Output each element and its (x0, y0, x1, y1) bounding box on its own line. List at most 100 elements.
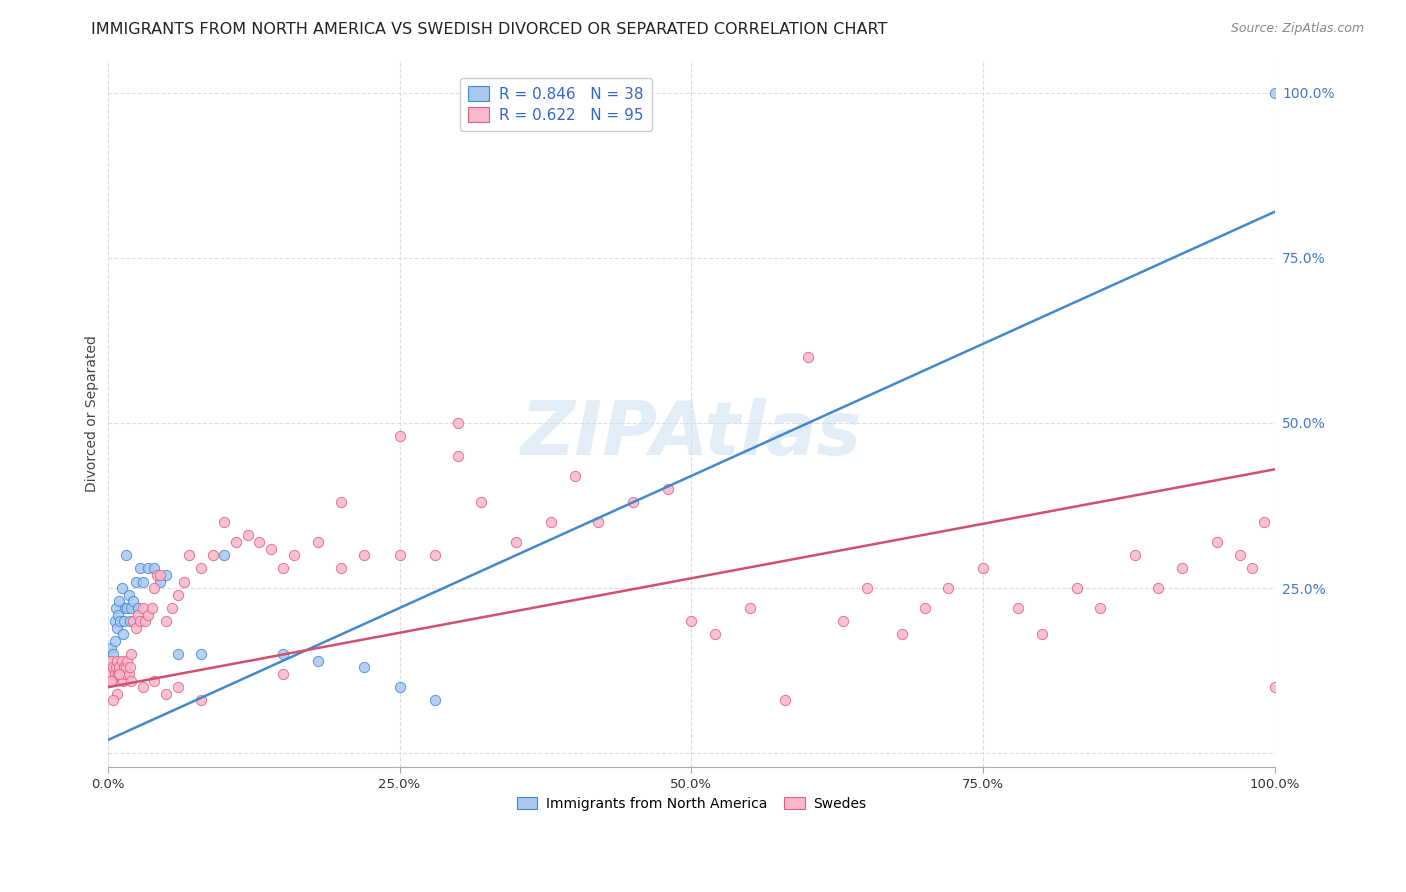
Point (110, 614, 132, 628)
Point (111, 654, 134, 668)
Point (447, 416, 470, 430)
Point (470, 495, 492, 509)
Point (114, 667, 136, 681)
Point (103, 647, 125, 661)
Text: ZIPAtlas: ZIPAtlas (520, 398, 862, 471)
Point (105, 654, 128, 668)
Point (236, 528, 259, 542)
Point (179, 548, 201, 562)
Point (586, 515, 609, 529)
Point (115, 660, 138, 674)
Point (111, 581, 134, 595)
Point (423, 548, 446, 562)
Point (855, 581, 877, 595)
Point (120, 673, 142, 688)
Point (1229, 548, 1251, 562)
Point (936, 581, 959, 595)
Point (129, 561, 152, 575)
Point (353, 548, 375, 562)
Point (540, 515, 562, 529)
Point (112, 614, 135, 628)
Point (124, 574, 146, 589)
Point (100, 654, 122, 668)
Point (1205, 535, 1227, 549)
Point (114, 601, 136, 615)
Point (155, 568, 177, 582)
Point (107, 667, 129, 681)
Point (129, 614, 152, 628)
Point (143, 561, 166, 575)
Point (190, 647, 212, 661)
Point (166, 588, 188, 602)
Point (307, 654, 329, 668)
Point (201, 548, 224, 562)
Point (100, 673, 122, 688)
Point (122, 614, 145, 628)
Point (149, 568, 172, 582)
Point (271, 667, 294, 681)
Point (388, 680, 411, 694)
Point (271, 561, 294, 575)
Point (1147, 581, 1170, 595)
Point (271, 647, 294, 661)
Point (131, 601, 153, 615)
Point (703, 627, 725, 641)
Point (145, 568, 167, 582)
Point (330, 495, 353, 509)
Point (108, 667, 131, 681)
Point (353, 660, 375, 674)
Point (149, 574, 172, 589)
Point (447, 449, 470, 463)
Point (115, 548, 138, 562)
Point (214, 548, 236, 562)
Point (890, 627, 912, 641)
Point (124, 621, 146, 635)
Point (1007, 601, 1029, 615)
Point (101, 660, 124, 674)
Point (190, 693, 212, 707)
Point (105, 687, 128, 701)
Point (104, 660, 127, 674)
Point (330, 561, 353, 575)
Point (107, 607, 129, 622)
Point (104, 667, 127, 681)
Point (118, 660, 141, 674)
Point (101, 673, 124, 688)
Point (134, 614, 156, 628)
Point (1253, 515, 1275, 529)
Point (131, 680, 153, 694)
Point (111, 627, 134, 641)
Point (131, 574, 153, 589)
Point (127, 601, 149, 615)
Point (166, 680, 188, 694)
Point (104, 601, 127, 615)
Point (127, 607, 149, 622)
Point (104, 634, 127, 648)
Point (1088, 601, 1111, 615)
Point (1031, 627, 1053, 641)
Point (118, 667, 141, 681)
Point (283, 548, 305, 562)
Point (564, 468, 586, 483)
Point (108, 660, 131, 674)
Point (505, 535, 527, 549)
Point (225, 535, 247, 549)
Point (103, 660, 125, 674)
Point (104, 614, 127, 628)
Point (773, 693, 796, 707)
Point (1264, 86, 1286, 100)
Point (1264, 680, 1286, 694)
Point (103, 693, 125, 707)
Point (1240, 561, 1263, 575)
Point (143, 581, 166, 595)
Point (681, 614, 703, 628)
Point (120, 647, 142, 661)
Point (117, 654, 139, 668)
Point (141, 601, 163, 615)
Y-axis label: Divorced or Separated: Divorced or Separated (86, 334, 100, 491)
Point (98, 654, 121, 668)
Point (173, 574, 195, 589)
Point (160, 601, 183, 615)
Point (832, 614, 855, 628)
Point (118, 588, 141, 602)
